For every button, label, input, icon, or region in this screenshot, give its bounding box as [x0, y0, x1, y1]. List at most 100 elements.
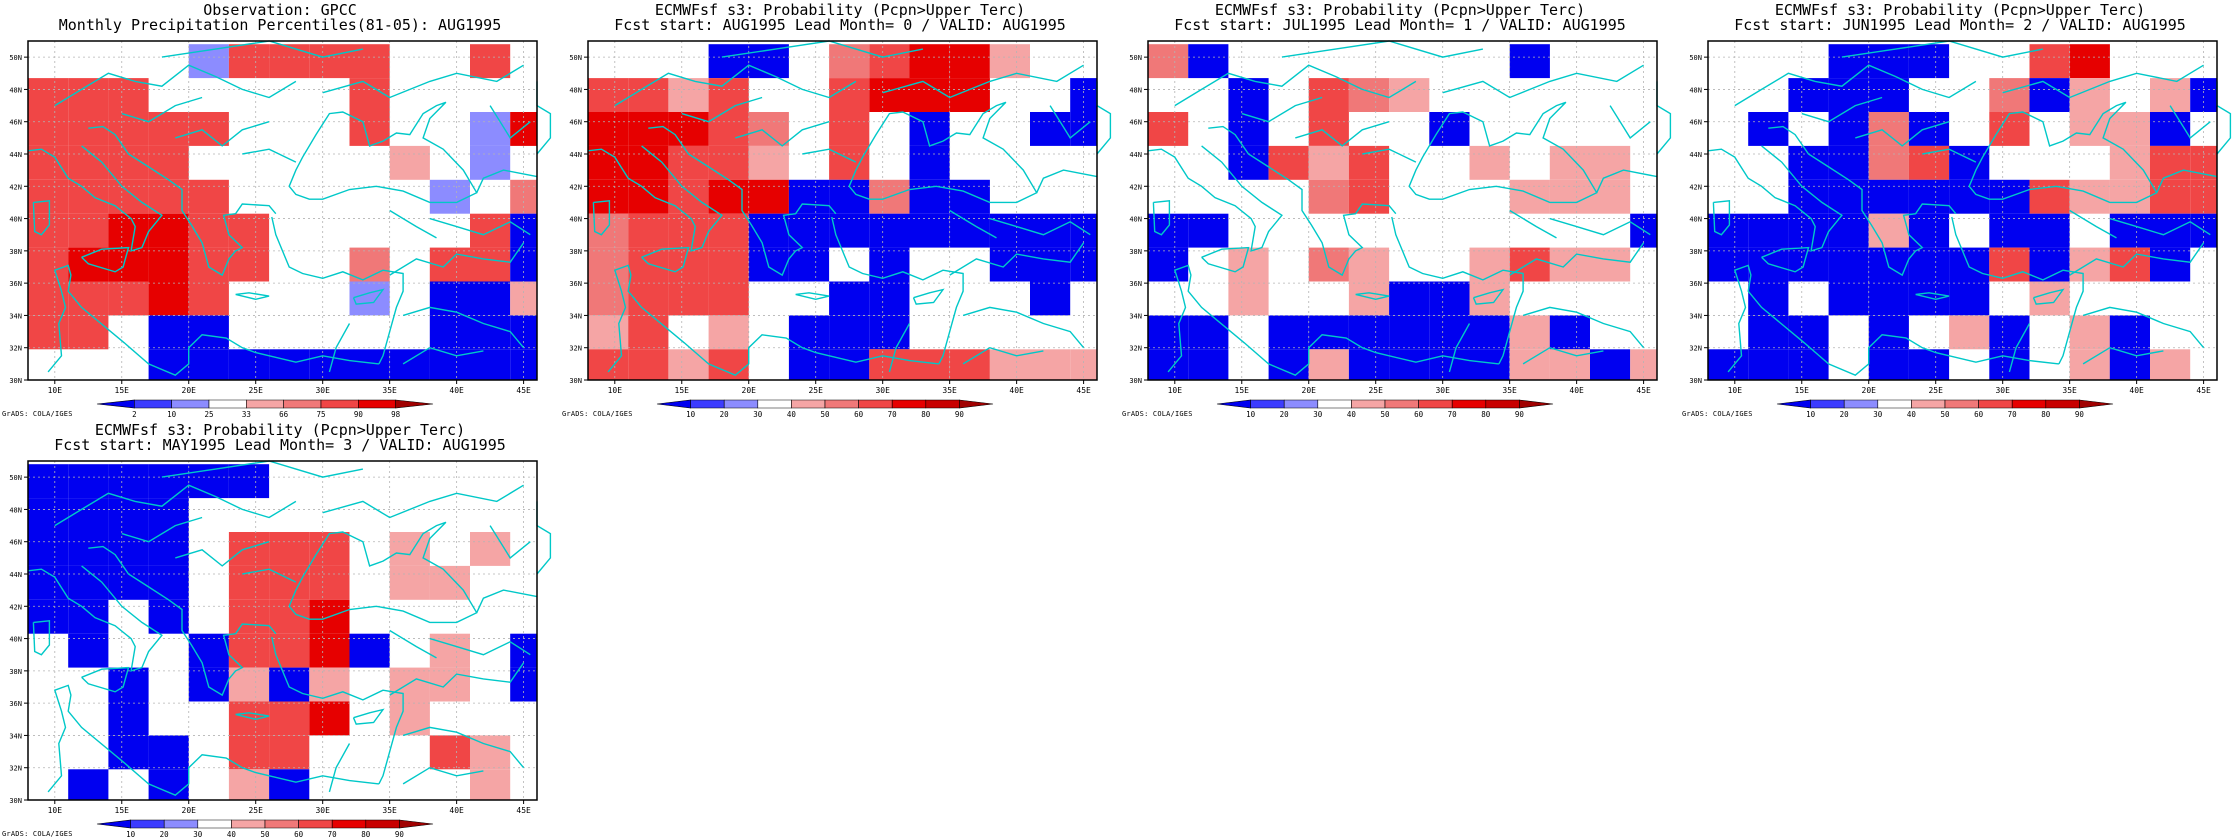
- grid-cell: [28, 315, 69, 350]
- grid-cell: [108, 532, 149, 566]
- lon-label: 10E: [1728, 386, 1743, 395]
- grid-cell: [1148, 315, 1189, 350]
- grid-cell: [148, 735, 189, 770]
- lat-label: 38N: [1129, 248, 1142, 256]
- lat-label: 36N: [569, 280, 582, 288]
- lon-label: 25E: [1928, 386, 1943, 395]
- coastline: [2008, 323, 2031, 373]
- grid-cell: [148, 769, 189, 800]
- lon-label: 30E: [1995, 386, 2010, 395]
- grid-cell: [228, 701, 270, 736]
- grid-cell: [2109, 213, 2150, 248]
- colorbar-label: 75: [316, 410, 325, 419]
- grid-cell: [1828, 44, 1869, 79]
- lon-label: 45E: [516, 806, 531, 815]
- grid-cell: [2029, 44, 2070, 79]
- colorbar-segment: [96, 819, 131, 829]
- coastline: [389, 662, 525, 696]
- grid-cell: [108, 179, 149, 214]
- coastline: [389, 242, 525, 276]
- coastline: [242, 148, 297, 163]
- coastline: [962, 346, 1044, 365]
- grid-cell: [1908, 112, 1950, 146]
- grid-cell: [1828, 213, 1869, 248]
- grid-cell: [429, 179, 470, 214]
- lat-label: 40N: [9, 636, 22, 644]
- lon-label: 25E: [808, 386, 823, 395]
- lat-label: 42N: [1129, 183, 1142, 191]
- lon-label: 35E: [1502, 386, 1517, 395]
- coastline: [288, 101, 478, 204]
- coastline: [322, 64, 524, 99]
- grid-cell: [1429, 315, 1470, 350]
- grid-cell: [28, 145, 69, 180]
- lat-label: 34N: [1129, 312, 1142, 320]
- grid-cell: [788, 247, 830, 282]
- lon-label: 30E: [315, 386, 330, 395]
- probability-map: 10E 15E 20E 25E 30E 35E 40E 45E 30N 32N 34N 36N 38N 4…: [1129, 40, 1672, 419]
- grid-cell: [2069, 247, 2110, 282]
- grid-cell: [1148, 247, 1189, 282]
- lon-label: 10E: [608, 386, 623, 395]
- grid-cell: [108, 78, 149, 112]
- grid-cell: [668, 247, 709, 282]
- grid-cell: [1070, 247, 1097, 282]
- grid-cell: [628, 112, 669, 146]
- lat-label: 38N: [1689, 248, 1702, 256]
- grid-cell: [1908, 247, 1950, 282]
- grid-cell: [68, 315, 109, 350]
- grid-cell: [28, 464, 69, 499]
- grid-cell: [2029, 247, 2070, 282]
- grid-cell: [1228, 78, 1269, 112]
- grid-cell: [1509, 247, 1550, 282]
- panel-observation: Observation: GPCC Monthly Precipitation …: [0, 0, 560, 420]
- colorbar-label: 98: [391, 410, 401, 419]
- lat-label: 50N: [9, 54, 22, 62]
- grid-cell: [148, 281, 189, 316]
- coastline: [1174, 64, 1417, 107]
- grid-cell: [148, 315, 189, 350]
- lat-label: 40N: [569, 216, 582, 224]
- grid-cell: [1949, 315, 1990, 350]
- colorbar-segment: [264, 819, 299, 829]
- coastline: [429, 217, 531, 236]
- grid-cell: [269, 565, 310, 600]
- grid-cell: [588, 281, 629, 316]
- grid-cell: [869, 44, 910, 79]
- colorbar-segment: [231, 819, 266, 829]
- map-frame: [587, 40, 1098, 381]
- coastline: [2069, 242, 2205, 276]
- grid-cell: [68, 498, 109, 532]
- grid-cell: [869, 315, 910, 350]
- grid-cell: [269, 633, 310, 668]
- grid-cell: [949, 349, 990, 380]
- grid-cell: [510, 667, 537, 702]
- coastline: [1522, 346, 1604, 365]
- colorbar-segment: [163, 819, 199, 829]
- colorbar-segment: [1485, 399, 1520, 409]
- grid-cell: [349, 247, 390, 282]
- grid-cell: [708, 179, 749, 214]
- grid-cell: [148, 145, 189, 180]
- grid-cell: [429, 281, 470, 316]
- grid-cell: [668, 78, 709, 112]
- grid-cell: [588, 112, 629, 146]
- lat-label: 48N: [569, 86, 582, 94]
- colorbar-segment: [1384, 399, 1419, 409]
- colorbar-segment: [283, 399, 322, 409]
- colorbar-segment: [757, 399, 792, 409]
- grid-cell: [429, 315, 470, 350]
- colorbar-label: 90: [955, 410, 965, 419]
- grid-cell: [228, 247, 270, 282]
- lon-label: 20E: [742, 386, 757, 395]
- grid-cell: [470, 44, 511, 79]
- grid-cell: [228, 532, 270, 566]
- grid-cell: [708, 213, 749, 248]
- grid-cell: [1549, 179, 1590, 214]
- coastline: [235, 292, 270, 301]
- grid-cell: [470, 112, 511, 146]
- lon-label: 45E: [1636, 386, 1651, 395]
- grid-cell: [829, 315, 870, 350]
- grid-cell: [1030, 349, 1071, 380]
- panel-subtitle: Monthly Precipitation Percentiles(81-05)…: [58, 16, 502, 34]
